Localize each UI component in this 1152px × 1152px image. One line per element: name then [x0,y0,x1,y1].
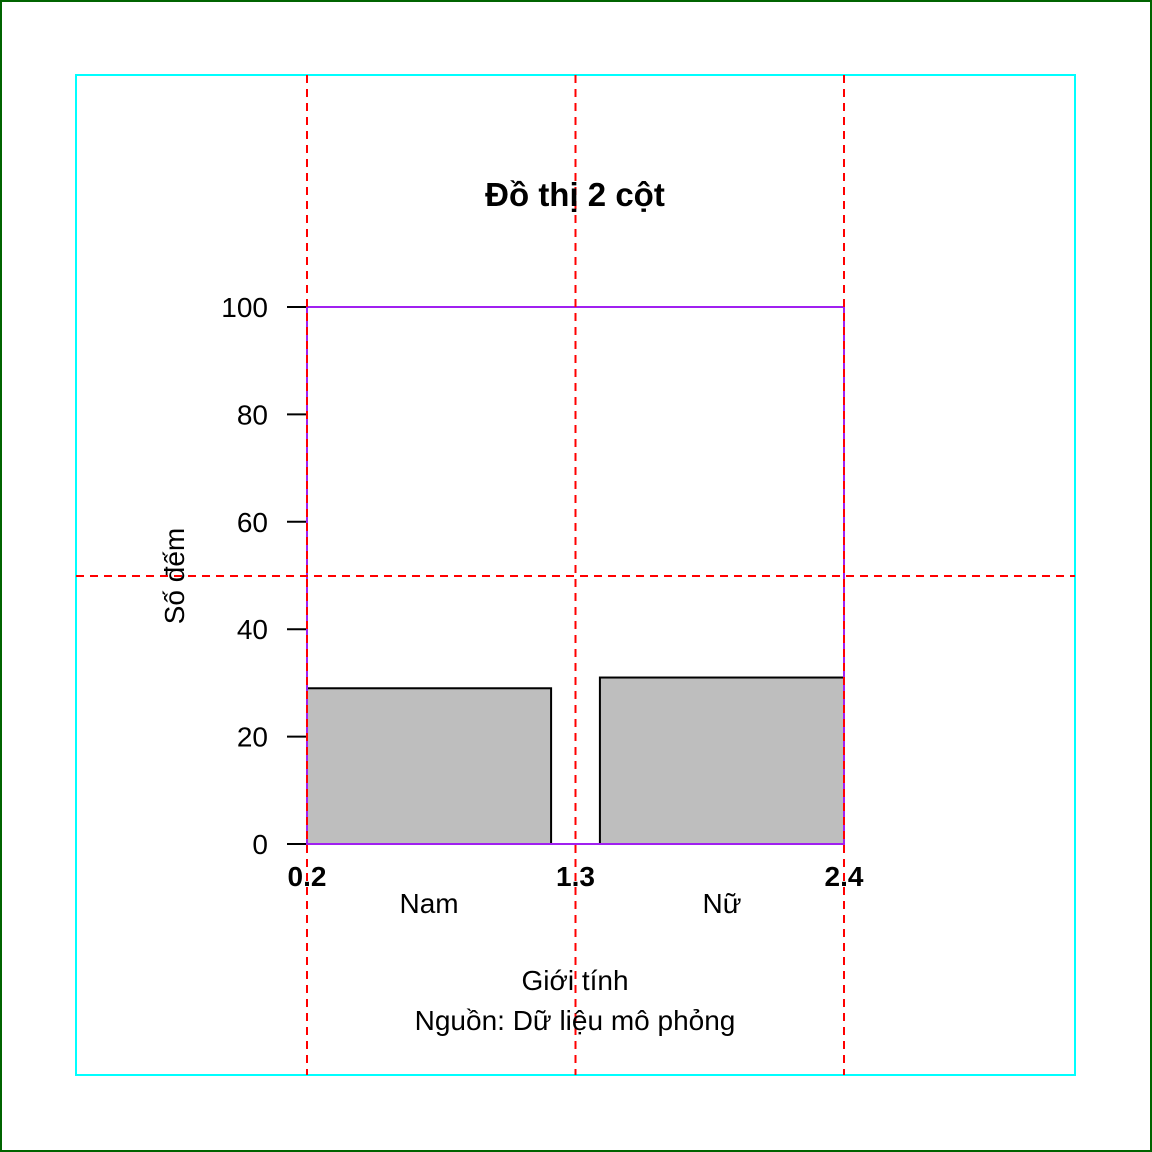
y-tick-label: 20 [237,722,268,753]
x-annotation-label: 1.3 [556,861,595,892]
chart-title: Đồ thị 2 cột [485,176,665,213]
y-tick-label: 40 [237,614,268,645]
figure-region-box [75,74,1076,1076]
x-axis-label: Giới tính [521,965,628,996]
y-tick-label: 60 [237,507,268,538]
bar-nam [306,687,553,846]
x-annotation-label: 0.2 [288,861,327,892]
x-category-label: Nam [399,888,458,919]
bar-nữ [598,676,846,846]
y-axis-label: Số đếm [159,528,190,625]
bars-layer: Nam Nữ [306,676,846,919]
x-annotation-label: 2.4 [825,861,864,892]
reference-lines: 0.2 1.3 2.4 [76,75,1075,1075]
x-category-label: Nữ [702,888,741,919]
y-tick-label: 80 [237,399,268,430]
y-tick-label: 0 [252,829,268,860]
source-caption: Nguồn: Dữ liệu mô phỏng [415,1005,736,1036]
y-tick-label: 100 [221,292,268,323]
